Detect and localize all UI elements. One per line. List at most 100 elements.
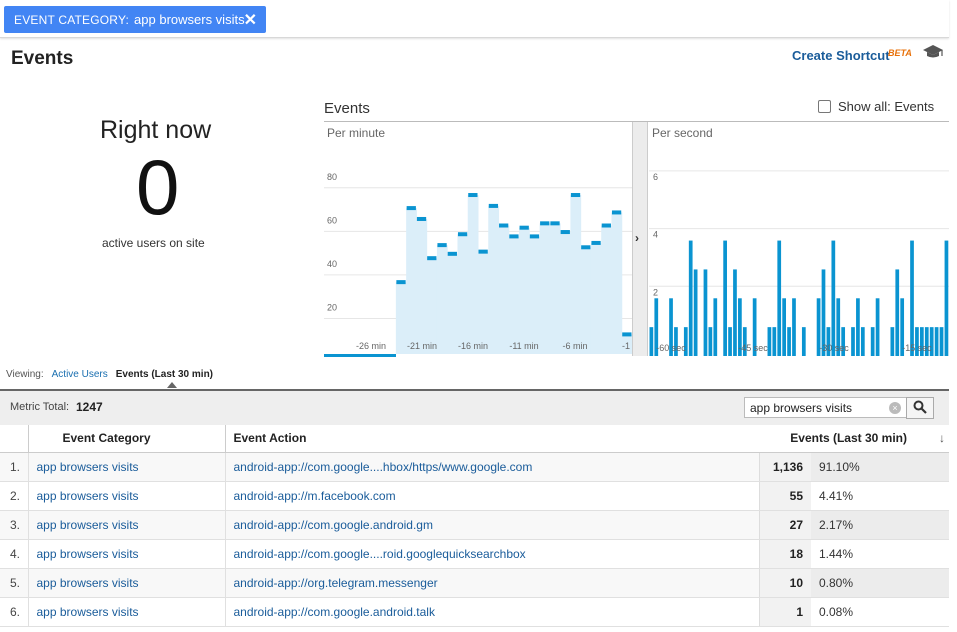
bar bbox=[733, 269, 737, 356]
bar-fill bbox=[478, 251, 489, 354]
x-tick-label: -6 min bbox=[562, 341, 587, 351]
bar bbox=[860, 327, 865, 356]
bar bbox=[742, 327, 747, 356]
close-icon[interactable]: ✕ bbox=[243, 12, 257, 29]
row-event-action[interactable]: android-app://com.google.android.talk bbox=[225, 597, 759, 627]
bar-cap bbox=[396, 280, 406, 285]
tab-active-users[interactable]: Active Users bbox=[51, 369, 108, 380]
table-search-input[interactable] bbox=[744, 397, 907, 418]
row-event-action[interactable]: android-app://com.google.android.gm bbox=[225, 510, 759, 540]
bar-cap bbox=[611, 210, 622, 215]
bar bbox=[713, 298, 718, 356]
viewing-label: Viewing: bbox=[6, 369, 44, 380]
bar-fill bbox=[549, 223, 561, 354]
bar-fill bbox=[447, 253, 458, 354]
header-index bbox=[0, 425, 29, 453]
row-event-action[interactable]: android-app://m.facebook.com bbox=[225, 481, 759, 511]
bar bbox=[890, 327, 895, 356]
search-button[interactable] bbox=[906, 397, 934, 419]
per-minute-label: Per minute bbox=[327, 126, 386, 140]
events-chart-rule bbox=[324, 121, 949, 122]
tab-events[interactable]: Events (Last 30 min) bbox=[115, 369, 214, 380]
row-index: 6. bbox=[0, 597, 29, 627]
bar-cap bbox=[550, 221, 560, 226]
y-tick-label: 4 bbox=[653, 230, 658, 240]
table-row: 5. app browsers visits android-app://org.t… bbox=[0, 568, 949, 598]
row-index: 1. bbox=[0, 452, 29, 482]
bar bbox=[836, 298, 841, 356]
bar-fill bbox=[436, 245, 448, 354]
row-events-percent: 0.08% bbox=[811, 597, 949, 627]
per-minute-chart: 20 40 60 80 -26 min -21 min -16 min -11 min -6 m… bbox=[324, 172, 632, 357]
bar bbox=[654, 298, 659, 356]
header-event-category[interactable]: Event Category bbox=[28, 425, 226, 453]
bar-cap bbox=[601, 223, 611, 228]
y-tick-label: 40 bbox=[327, 259, 337, 269]
checkbox-icon[interactable] bbox=[818, 100, 831, 113]
row-event-category[interactable]: app browsers visits bbox=[28, 539, 226, 569]
x-tick-label: -1 bbox=[622, 341, 630, 351]
header-events-count[interactable]: Events (Last 30 min) ↓ bbox=[759, 425, 949, 453]
row-event-category[interactable]: app browsers visits bbox=[28, 510, 226, 540]
row-event-category[interactable]: app browsers visits bbox=[28, 481, 226, 511]
bar-cap bbox=[519, 225, 529, 230]
table-header-row: Event Category Event Action Events (Last… bbox=[0, 425, 949, 453]
right-now-title: Right now bbox=[100, 116, 212, 144]
row-event-action[interactable]: android-app://org.telegram.messenger bbox=[225, 568, 759, 598]
bar bbox=[703, 269, 708, 356]
show-all-checkbox[interactable]: Show all: Events bbox=[818, 99, 934, 114]
filter-bar: EVENT CATEGORY: app browsers visits ✕ bbox=[0, 0, 949, 38]
row-event-category[interactable]: app browsers visits bbox=[28, 452, 226, 482]
bar-fill bbox=[508, 236, 520, 354]
chevron-right-icon[interactable]: › bbox=[635, 231, 639, 245]
bar bbox=[851, 327, 855, 356]
bar bbox=[816, 298, 821, 356]
filter-chip[interactable]: EVENT CATEGORY: app browsers visits ✕ bbox=[4, 6, 266, 33]
row-events-percent: 1.44% bbox=[811, 539, 949, 569]
row-index: 3. bbox=[0, 510, 29, 540]
events-chart-title: Events bbox=[324, 100, 370, 117]
row-events-percent: 0.80% bbox=[811, 568, 949, 598]
row-events-value: 1 bbox=[758, 597, 811, 627]
bar bbox=[856, 298, 860, 356]
per-second-label: Per second bbox=[652, 126, 713, 140]
bar-cap bbox=[478, 249, 488, 254]
header-event-action[interactable]: Event Action bbox=[225, 425, 759, 453]
bar bbox=[777, 240, 782, 356]
bar-fill bbox=[529, 236, 541, 354]
search-icon bbox=[913, 400, 927, 414]
bar-cap bbox=[488, 203, 499, 208]
row-event-action[interactable]: android-app://com.google....roid.googleq… bbox=[225, 539, 759, 569]
bar-fill bbox=[539, 223, 551, 354]
x-tick-label: -26 min bbox=[356, 341, 386, 351]
bar-fill bbox=[590, 242, 602, 354]
row-events-value: 55 bbox=[758, 481, 811, 511]
filter-key: EVENT CATEGORY: bbox=[14, 12, 130, 27]
bar bbox=[934, 327, 939, 356]
bar bbox=[910, 240, 914, 356]
table-row: 1. app browsers visits android-app://com.g… bbox=[0, 452, 949, 482]
bar bbox=[801, 327, 806, 356]
beta-badge: BETA bbox=[888, 48, 912, 58]
bar bbox=[875, 298, 880, 356]
sort-desc-icon[interactable]: ↓ bbox=[939, 431, 945, 445]
y-tick-label: 2 bbox=[653, 287, 658, 297]
bar bbox=[841, 327, 846, 356]
row-event-category[interactable]: app browsers visits bbox=[28, 568, 226, 598]
row-event-category[interactable]: app browsers visits bbox=[28, 597, 226, 627]
create-shortcut-link[interactable]: Create Shortcut bbox=[792, 48, 890, 63]
row-events-value: 27 bbox=[758, 510, 811, 540]
row-event-action[interactable]: android-app://com.google....hbox/https/w… bbox=[225, 452, 759, 482]
bar-fill bbox=[406, 208, 417, 354]
bar-cap bbox=[406, 206, 416, 211]
y-tick-label: 80 bbox=[327, 172, 337, 182]
row-events-percent: 2.17% bbox=[811, 510, 949, 540]
clear-icon[interactable]: × bbox=[889, 402, 901, 414]
graduation-cap-icon[interactable] bbox=[922, 44, 944, 60]
bar bbox=[649, 327, 654, 356]
row-events-percent: 4.41% bbox=[811, 481, 949, 511]
bar-fill bbox=[580, 247, 592, 354]
bar-fill bbox=[416, 218, 428, 354]
x-tick-label: -11 min bbox=[509, 341, 538, 351]
x-tick-label: -60 sec bbox=[656, 343, 686, 353]
